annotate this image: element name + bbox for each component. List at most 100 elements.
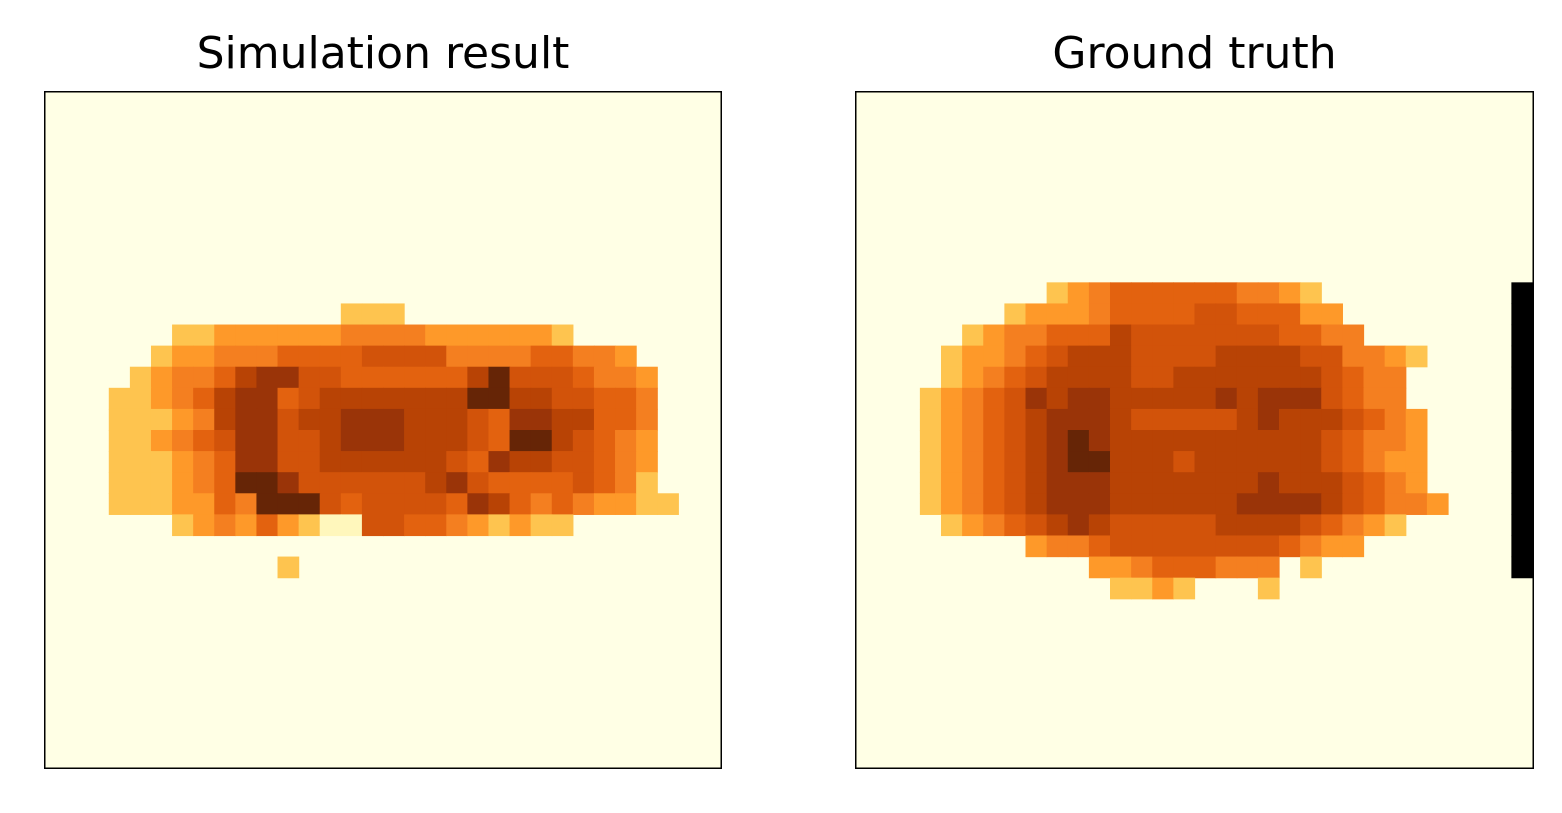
heatmap-cell bbox=[530, 387, 553, 410]
heatmap-cell bbox=[1088, 282, 1111, 305]
heatmap-cell bbox=[1004, 514, 1027, 537]
heatmap-cell bbox=[1321, 451, 1343, 473]
heatmap-cell bbox=[1173, 282, 1196, 305]
heatmap-cell bbox=[615, 472, 637, 494]
heatmap-cell bbox=[1088, 408, 1111, 431]
heatmap-cell bbox=[1342, 324, 1365, 347]
heatmap-cell bbox=[488, 451, 511, 473]
heatmap-cell bbox=[1004, 408, 1027, 431]
heatmap-cell bbox=[488, 408, 511, 431]
heatmap-cell bbox=[1257, 472, 1280, 494]
heatmap-cell bbox=[1088, 345, 1111, 368]
heatmap-cell bbox=[1342, 451, 1365, 473]
heatmap-cell bbox=[298, 430, 321, 452]
heatmap-cell bbox=[214, 366, 236, 389]
heatmap-cell bbox=[1511, 387, 1534, 410]
heatmap-cell bbox=[1152, 535, 1174, 558]
heatmap-cell bbox=[1173, 556, 1196, 579]
heatmap-cell bbox=[1511, 282, 1534, 305]
heatmap-cell bbox=[298, 493, 321, 515]
heatmap-cell bbox=[530, 472, 553, 494]
heatmap-cell bbox=[983, 430, 1005, 452]
heatmap-cell bbox=[1152, 366, 1174, 389]
heatmap-cell bbox=[1088, 451, 1111, 473]
heatmap-cell bbox=[235, 472, 258, 494]
heatmap-cell bbox=[425, 408, 447, 431]
heatmap-cell bbox=[1110, 324, 1132, 347]
heatmap-cell bbox=[1088, 556, 1111, 579]
heatmap-cell bbox=[1300, 430, 1322, 452]
heatmap-cell bbox=[1194, 451, 1217, 473]
heatmap-cell bbox=[1025, 451, 1048, 473]
heatmap-cell bbox=[1279, 493, 1301, 515]
heatmap-cell bbox=[446, 430, 468, 452]
heatmap-cell bbox=[1194, 345, 1217, 368]
heatmap-cell bbox=[425, 387, 447, 410]
heatmap-cell bbox=[1110, 535, 1132, 558]
heatmap-cell bbox=[404, 472, 426, 494]
heatmap-cell bbox=[1215, 556, 1238, 579]
heatmap-cell bbox=[150, 387, 173, 410]
heatmap-cell bbox=[1046, 387, 1069, 410]
heatmap-cell bbox=[129, 430, 152, 452]
heatmap-cell bbox=[1279, 408, 1301, 431]
heatmap-cell bbox=[1215, 535, 1238, 558]
heatmap-cell bbox=[1384, 345, 1407, 368]
heatmap-cell bbox=[962, 451, 984, 473]
heatmap-cell bbox=[983, 472, 1005, 494]
heatmap-cell bbox=[1173, 535, 1196, 558]
heatmap-cell bbox=[193, 324, 215, 347]
heatmap-cell bbox=[256, 514, 279, 537]
heatmap-cell bbox=[256, 451, 279, 473]
chart-title-simulation: Simulation result bbox=[196, 28, 570, 79]
heatmap-cell bbox=[1131, 535, 1153, 558]
heatmap-cell bbox=[129, 408, 152, 431]
heatmap-cell bbox=[488, 514, 511, 537]
heatmap-cell bbox=[1236, 387, 1259, 410]
heatmap-cell bbox=[1257, 324, 1280, 347]
heatmap-cell bbox=[1342, 535, 1365, 558]
heatmap-cell bbox=[636, 408, 658, 431]
heatmap-cell bbox=[467, 472, 490, 494]
heatmap-cell bbox=[1342, 345, 1365, 368]
heatmap-cell bbox=[319, 514, 342, 537]
heatmap-cell bbox=[1236, 366, 1259, 389]
heatmap-cell bbox=[214, 345, 236, 368]
heatmap-cell bbox=[1215, 303, 1238, 326]
heatmap-cell bbox=[551, 472, 574, 494]
heatmap-cell bbox=[404, 451, 426, 473]
heatmap-cell bbox=[383, 493, 405, 515]
heatmap-cell bbox=[572, 430, 595, 452]
heatmap-cell bbox=[404, 345, 426, 368]
heatmap-cell bbox=[1511, 366, 1534, 389]
heatmap-cell bbox=[1236, 556, 1259, 579]
heatmap-cell bbox=[404, 430, 426, 452]
heatmap-cell bbox=[1088, 472, 1111, 494]
heatmap-cell bbox=[1321, 366, 1343, 389]
heatmap-cell bbox=[1046, 451, 1069, 473]
heatmap-cell bbox=[1511, 556, 1534, 579]
heatmap-cell bbox=[277, 387, 300, 410]
heatmap-cell bbox=[1067, 493, 1090, 515]
heatmap-cell bbox=[1004, 387, 1027, 410]
heatmap-cell bbox=[256, 387, 279, 410]
axes-frame bbox=[44, 91, 722, 769]
heatmap-cell bbox=[919, 387, 942, 410]
heatmap-cell bbox=[488, 472, 511, 494]
heatmap-cell bbox=[983, 345, 1005, 368]
heatmap-cell bbox=[1342, 514, 1365, 537]
heatmap-cell bbox=[1511, 493, 1534, 515]
heatmap-cell bbox=[340, 303, 363, 326]
heatmap-cell bbox=[1363, 472, 1386, 494]
heatmap-cell bbox=[1152, 451, 1174, 473]
heatmap-cell bbox=[193, 345, 215, 368]
heatmap-cell bbox=[488, 324, 511, 347]
heatmap-cell bbox=[1342, 366, 1365, 389]
heatmap-cell bbox=[1300, 387, 1322, 410]
heatmap-cell bbox=[383, 514, 405, 537]
heatmap-cell bbox=[193, 451, 215, 473]
heatmap-cell bbox=[551, 451, 574, 473]
heatmap-cell bbox=[1194, 493, 1217, 515]
heatmap-cell bbox=[1088, 535, 1111, 558]
heatmap-cell bbox=[941, 430, 963, 452]
